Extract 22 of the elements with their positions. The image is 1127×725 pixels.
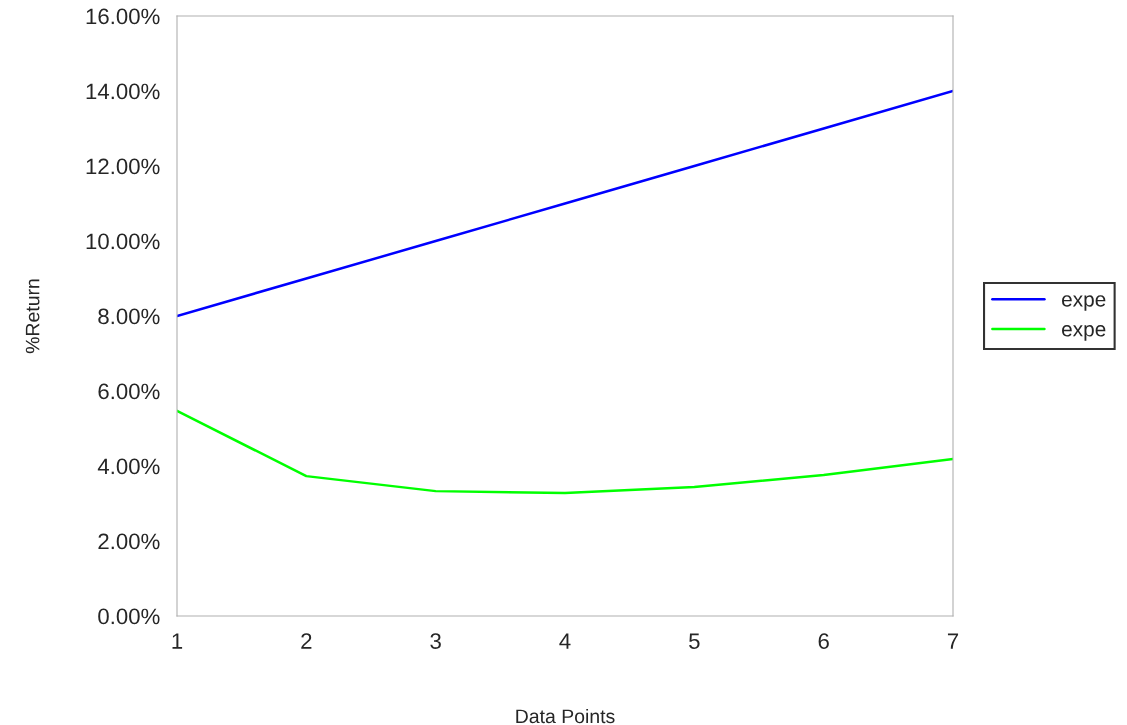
x-tick-label: 5 xyxy=(689,633,700,649)
x-axis-title: Data Points xyxy=(516,708,615,724)
legend-label: expe xyxy=(1062,295,1106,311)
y-tick-label: 10.00% xyxy=(86,233,160,250)
y-tick-label: 16.00% xyxy=(86,8,160,25)
y-tick-label: 2.00% xyxy=(98,533,160,550)
y-tick-label: 0.00% xyxy=(98,608,160,625)
x-tick-label: 6 xyxy=(818,633,829,649)
x-tick-label: 7 xyxy=(947,633,959,649)
y-tick-label: 4.00% xyxy=(97,458,160,475)
y-axis-title: %Return xyxy=(25,279,40,354)
y-tick-label: 14.00% xyxy=(86,83,160,100)
y-tick-label: 8.00% xyxy=(98,308,160,325)
x-tick-label: 2 xyxy=(301,633,312,649)
legend-label: expe xyxy=(1062,325,1106,341)
line-series xyxy=(177,89,953,318)
line-series xyxy=(177,409,953,495)
x-tick-label: 3 xyxy=(430,633,441,649)
y-tick-label: 12.00% xyxy=(86,158,160,175)
x-tick-label: 1 xyxy=(172,633,183,649)
y-tick-label: 6.00% xyxy=(98,383,160,400)
x-tick-label: 4 xyxy=(559,633,571,649)
